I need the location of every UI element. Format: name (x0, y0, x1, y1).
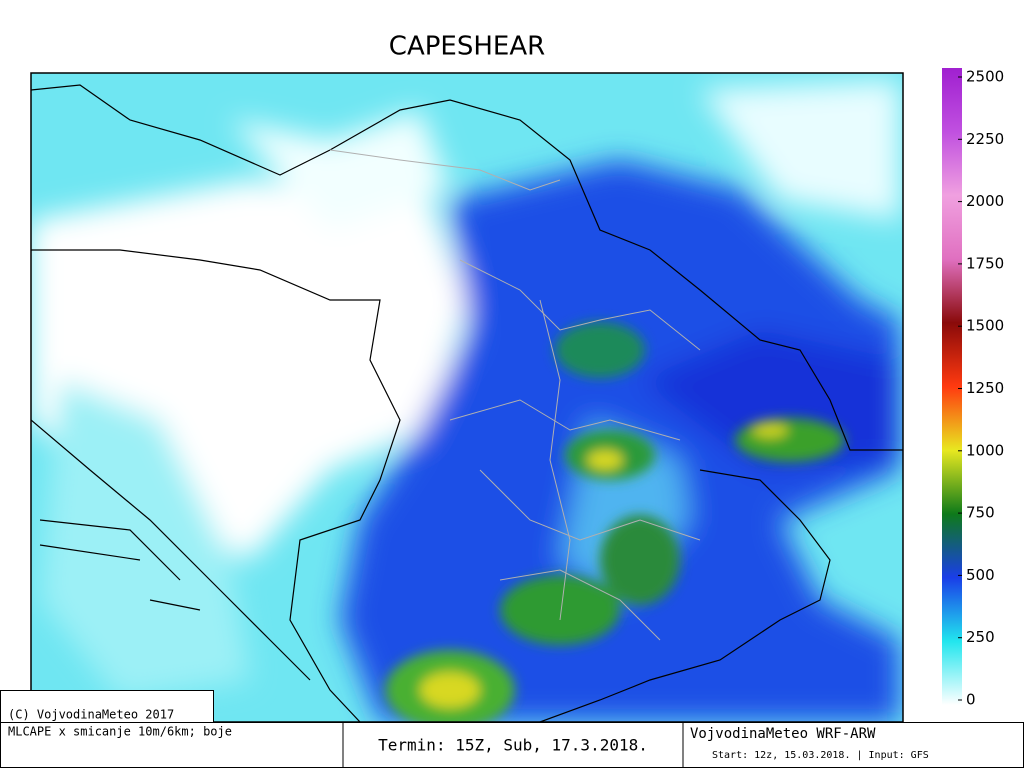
colorbar-tick-label: 1500 (966, 317, 1004, 335)
map-field (31, 73, 903, 722)
colorbar-tick-label: 0 (966, 691, 976, 709)
run-info: Start: 12z, 15.03.2018. | Input: GFS (712, 750, 929, 761)
colorbar (942, 68, 962, 705)
colorbar-tick-label: 2500 (966, 68, 1004, 86)
colorbar-tick-label: 1250 (966, 379, 1004, 397)
colorbar-tick-label: 2000 (966, 192, 1004, 210)
copyright: (C) VojvodinaMeteo 2017 (8, 708, 174, 722)
colorbar-tick-label: 2250 (966, 130, 1004, 148)
variable-label: MLCAPE x smicanje 10m/6km; boje (8, 725, 232, 739)
colorbar-tick-label: 1750 (966, 254, 1004, 272)
colorbar-tick-label: 750 (966, 504, 995, 522)
footer-bar (0, 722, 1024, 768)
colorbar-tick-label: 1000 (966, 441, 1004, 459)
colorbar-tick-label: 500 (966, 566, 995, 584)
model-name: VojvodinaMeteo WRF-ARW (690, 726, 876, 742)
colorbar-tick-label: 250 (966, 628, 995, 646)
valid-time: Termin: 15Z, Sub, 17.3.2018. (378, 736, 648, 755)
colorbar-ticks: 0 250 500 750 1000 1250 1500 1750 2000 2250 2500 (958, 68, 1004, 709)
map-title: CAPESHEAR (389, 32, 545, 62)
